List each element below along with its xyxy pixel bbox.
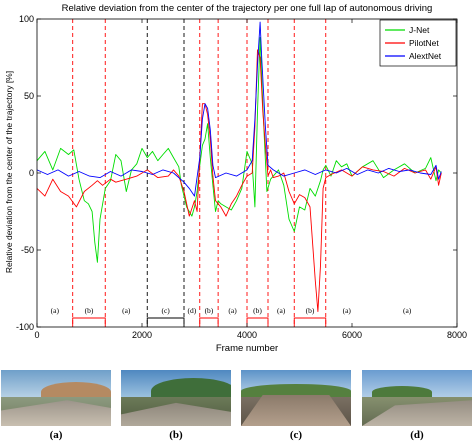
frame-label-d: (d) <box>410 429 424 441</box>
region-label-11: (a) <box>403 306 412 315</box>
region-bracket-5 <box>199 317 219 327</box>
region-label-0: (a) <box>51 306 60 315</box>
x-tick-label: 2000 <box>132 330 152 340</box>
frame-label-b: (b) <box>169 429 183 441</box>
legend-label-2: AlextNet <box>409 51 442 61</box>
y-tick-label: -100 <box>16 322 34 332</box>
x-axis-label: Frame number <box>216 343 278 354</box>
frame-thumbnail-d <box>362 370 472 426</box>
y-axis-label: Relative deviation from the center of th… <box>4 71 14 273</box>
x-tick-label: 6000 <box>342 330 362 340</box>
x-tick-label: 8000 <box>447 330 467 340</box>
region-bracket-7 <box>246 317 269 327</box>
region-label-3: (c) <box>161 306 170 315</box>
frame-thumbnail-c <box>241 370 351 426</box>
y-tick-label: 0 <box>29 168 34 178</box>
region-label-1: (b) <box>85 306 94 315</box>
region-label-9: (b) <box>306 306 315 315</box>
region-bracket-1 <box>72 317 106 327</box>
x-tick-label: 0 <box>34 330 39 340</box>
frame-thumbnail-b <box>121 370 231 426</box>
frame-thumbnail-a <box>1 370 111 426</box>
region-bracket-9 <box>293 317 327 327</box>
y-tick-label: 50 <box>24 91 34 101</box>
legend-label-0: J-Net <box>409 25 430 35</box>
y-tick-label: -50 <box>21 245 34 255</box>
chart-title: Relative deviation from the center of th… <box>62 3 433 14</box>
x-tick-label: 4000 <box>237 330 257 340</box>
y-tick-label: 100 <box>19 14 34 24</box>
frame-label-c: (c) <box>289 429 303 441</box>
hill <box>241 384 351 398</box>
example-frames: (a) (b) (c) (d) <box>0 370 474 442</box>
region-bracket-3 <box>146 317 185 327</box>
region-label-8: (a) <box>277 306 286 315</box>
region-label-6: (a) <box>228 306 237 315</box>
legend-label-1: PilotNet <box>409 38 439 48</box>
region-label-5: (b) <box>205 306 214 315</box>
region-label-7: (b) <box>253 306 262 315</box>
legend: J-Net PilotNet AlextNet <box>379 19 457 67</box>
road <box>241 394 351 426</box>
series-line-j-net <box>36 37 442 263</box>
region-label-2: (a) <box>122 306 131 315</box>
region-label-10: (a) <box>343 306 352 315</box>
deviation-chart: Relative deviation from the center of th… <box>4 3 467 354</box>
hill <box>372 386 432 398</box>
frame-label-a: (a) <box>49 429 63 441</box>
series-line-alextnet <box>36 21 442 197</box>
region-label-4: (d) <box>188 306 197 315</box>
series-line-pilotnet <box>36 49 442 313</box>
